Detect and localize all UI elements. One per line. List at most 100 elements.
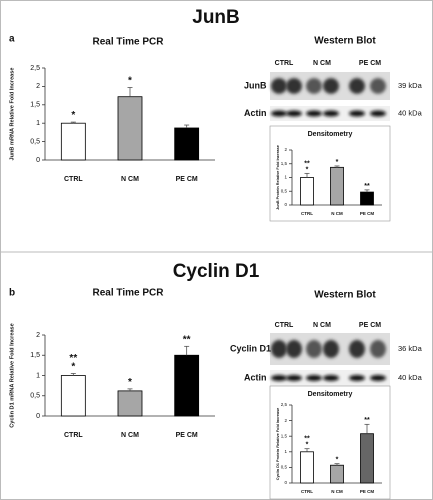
y-tick-label: 0,5 [281, 465, 288, 470]
y-tick-label: 1,5 [281, 161, 288, 166]
significance-mark: * [336, 159, 339, 166]
blot-band [306, 110, 322, 117]
significance-mark: ** [304, 436, 310, 443]
significance-mark: ** [69, 353, 77, 364]
y-tick-label: 2 [36, 332, 40, 339]
y-axis-label: Cyclin D1 mRNA Relative Fold Increase [9, 323, 15, 428]
blot-title: Western Blot [314, 290, 376, 301]
significance-mark: * [336, 457, 339, 464]
blot-band [286, 340, 302, 358]
significance-mark: ** [364, 417, 370, 424]
panel-title: JunB [192, 7, 240, 28]
panel-title: Cyclin D1 [173, 261, 260, 282]
blot-band [349, 340, 365, 358]
lane-label: PE CM [359, 60, 381, 67]
x-tick-label: CTRL [64, 176, 83, 183]
y-tick-label: 1 [284, 449, 287, 454]
blot-row-label: Actin [244, 372, 267, 382]
y-tick-label: 2 [284, 418, 287, 423]
blot-band [323, 110, 339, 117]
bar [360, 191, 374, 206]
significance-mark: * [128, 76, 132, 87]
x-tick-label: N CM [121, 432, 139, 439]
chart-title: Densitometry [308, 391, 353, 398]
y-axis-label: JunB Protein Relative Fold Increase [276, 145, 280, 210]
bar [174, 354, 200, 417]
significance-mark: * [306, 166, 309, 173]
blot-row-label: JunB [244, 80, 267, 90]
chart-title: Real Time PCR [93, 288, 165, 299]
lane-label: CTRL [275, 60, 294, 67]
lane-label: N CM [313, 60, 331, 67]
blot-band [271, 110, 287, 117]
y-tick-label: 0,5 [30, 138, 40, 145]
significance-mark: * [71, 362, 75, 373]
y-tick-label: 2 [36, 83, 40, 90]
blot-band [370, 110, 386, 117]
panel-label: a [9, 34, 15, 45]
blot-band [349, 110, 365, 117]
blot-band [271, 375, 287, 381]
densitometry-box [269, 125, 391, 222]
blot-band [306, 340, 322, 358]
y-tick-label: 1,5 [30, 352, 40, 359]
chart-title: Densitometry [308, 131, 353, 138]
y-axis-label: Cyclin D1 Protein Relative Fold Increase [276, 408, 280, 481]
y-tick-label: 2 [284, 147, 287, 152]
y-tick-label: 0 [36, 413, 40, 420]
blot-band [349, 78, 365, 94]
significance-mark: * [128, 377, 132, 388]
y-tick-label: 1,5 [281, 433, 288, 438]
x-tick-label: CTRL [64, 432, 83, 439]
y-tick-label: 0 [284, 202, 287, 207]
x-tick-label: CTRL [301, 211, 313, 216]
y-tick-label: 0 [36, 157, 40, 164]
blot-size-label: 40 kDa [398, 108, 423, 117]
blot-size-label: 39 kDa [398, 81, 423, 90]
blot-band [306, 78, 322, 94]
blot-band [323, 340, 339, 358]
blot-band [349, 375, 365, 381]
x-tick-label: PE CM [360, 211, 375, 216]
bar [60, 375, 86, 417]
lane-label: CTRL [275, 322, 294, 329]
blot-band [323, 375, 339, 381]
x-tick-label: PE CM [176, 176, 198, 183]
significance-mark: ** [183, 334, 191, 345]
x-tick-label: N CM [121, 176, 139, 183]
bar [174, 127, 200, 161]
y-axis-label: JunB mRNA Relative Fold Increase [9, 67, 15, 160]
x-tick-label: N CM [331, 489, 343, 494]
x-tick-label: PE CM [176, 432, 198, 439]
blot-band [271, 78, 287, 94]
blot-band [370, 78, 386, 94]
bar [360, 433, 374, 484]
x-tick-label: N CM [331, 211, 343, 216]
significance-mark: ** [364, 183, 370, 190]
significance-mark: * [306, 442, 309, 449]
bar [330, 166, 344, 206]
y-tick-label: 0,5 [281, 188, 288, 193]
y-tick-label: 2,5 [30, 65, 40, 72]
blot-band [271, 340, 287, 358]
blot-row-label: Actin [244, 108, 267, 118]
blot-band [286, 110, 302, 117]
densitometry-box [269, 385, 391, 500]
blot-band [306, 375, 322, 381]
x-tick-label: CTRL [301, 489, 313, 494]
bar [60, 122, 86, 161]
blot-size-label: 40 kDa [398, 373, 423, 382]
bar [300, 451, 314, 484]
x-tick-label: PE CM [360, 489, 375, 494]
blot-size-label: 36 kDa [398, 344, 423, 353]
lane-label: PE CM [359, 322, 381, 329]
bar [330, 464, 344, 484]
panel-label: b [9, 288, 15, 299]
significance-mark: ** [304, 160, 310, 167]
bar [300, 177, 314, 206]
y-tick-label: 1 [36, 372, 40, 379]
chart-title: Real Time PCR [93, 37, 165, 48]
y-tick-label: 2,5 [281, 402, 288, 407]
y-tick-label: 0,5 [30, 393, 40, 400]
